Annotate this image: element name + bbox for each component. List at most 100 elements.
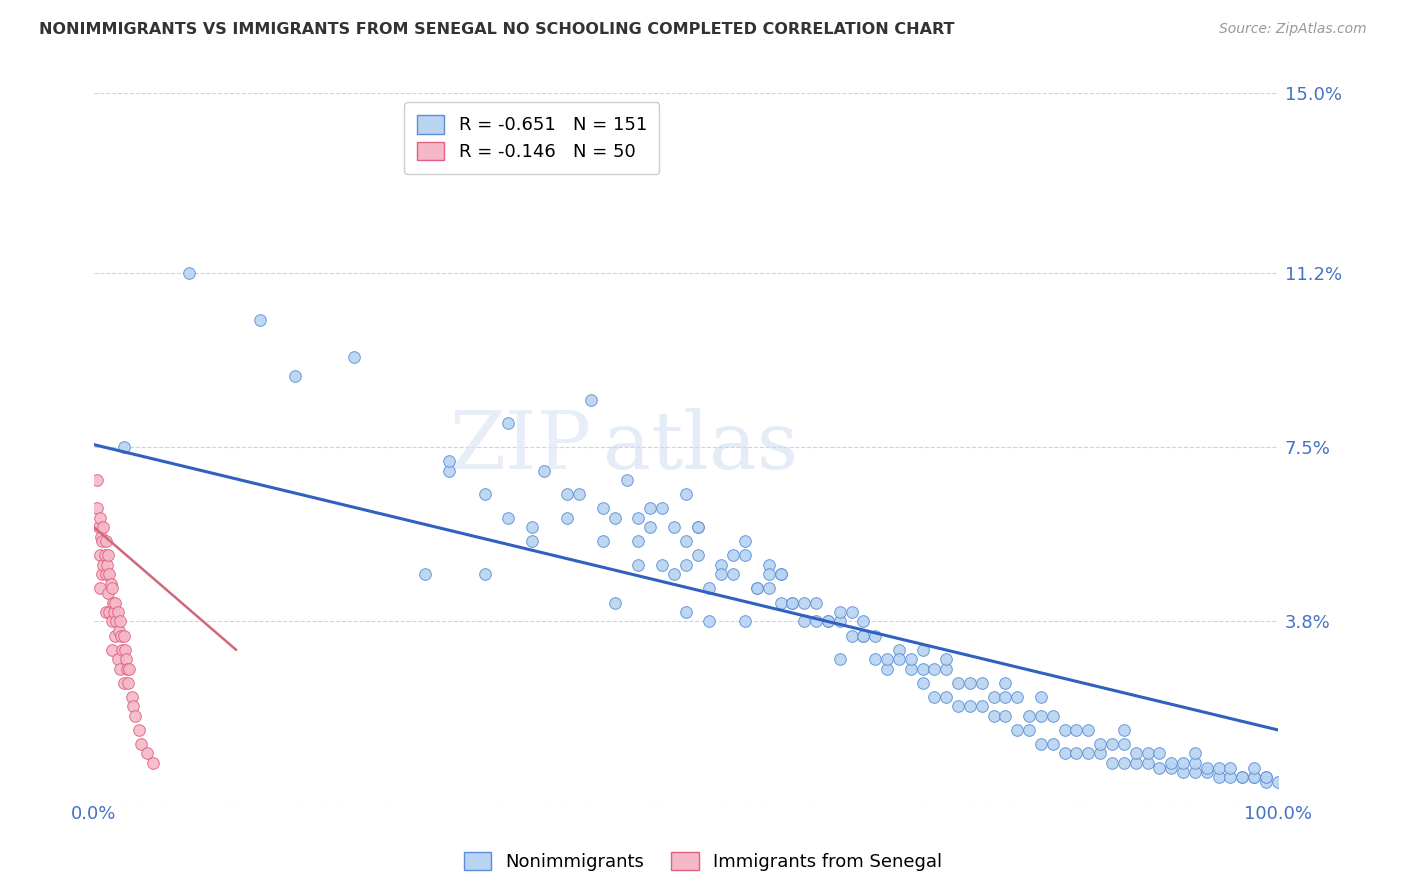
- Point: [129, 737, 152, 751]
- Point: [86, 473, 108, 487]
- Point: [911, 662, 934, 676]
- Point: [959, 699, 981, 714]
- Point: [108, 615, 131, 629]
- Point: [745, 582, 768, 596]
- Point: [249, 312, 271, 326]
- Point: [96, 558, 118, 572]
- Point: [111, 642, 134, 657]
- Point: [1088, 737, 1111, 751]
- Point: [177, 266, 200, 280]
- Point: [782, 596, 804, 610]
- Point: [142, 756, 165, 770]
- Point: [817, 615, 839, 629]
- Point: [1112, 756, 1135, 770]
- Point: [1208, 770, 1230, 784]
- Point: [520, 520, 543, 534]
- Point: [93, 549, 115, 563]
- Point: [1171, 756, 1194, 770]
- Legend: Nonimmigrants, Immigrants from Senegal: Nonimmigrants, Immigrants from Senegal: [457, 845, 949, 879]
- Point: [115, 662, 138, 676]
- Text: ZIP: ZIP: [449, 408, 591, 486]
- Point: [93, 558, 115, 572]
- Point: [104, 629, 127, 643]
- Point: [112, 675, 135, 690]
- Point: [994, 675, 1017, 690]
- Point: [94, 567, 117, 582]
- Point: [1018, 723, 1040, 737]
- Point: [104, 596, 127, 610]
- Point: [675, 487, 697, 501]
- Point: [98, 605, 121, 619]
- Point: [1136, 747, 1159, 761]
- Point: [1160, 756, 1182, 770]
- Text: NONIMMIGRANTS VS IMMIGRANTS FROM SENEGAL NO SCHOOLING COMPLETED CORRELATION CHAR: NONIMMIGRANTS VS IMMIGRANTS FROM SENEGAL…: [39, 22, 955, 37]
- Point: [863, 629, 886, 643]
- Point: [640, 520, 662, 534]
- Point: [1007, 690, 1029, 704]
- Point: [970, 699, 993, 714]
- Point: [105, 615, 128, 629]
- Point: [841, 605, 863, 619]
- Point: [900, 662, 922, 676]
- Point: [710, 567, 733, 582]
- Point: [758, 558, 780, 572]
- Point: [284, 369, 307, 384]
- Point: [710, 558, 733, 572]
- Point: [1149, 761, 1171, 775]
- Point: [1232, 770, 1254, 784]
- Point: [1171, 765, 1194, 780]
- Point: [911, 642, 934, 657]
- Point: [769, 567, 792, 582]
- Point: [568, 487, 591, 501]
- Point: [93, 520, 115, 534]
- Point: [496, 417, 519, 431]
- Point: [627, 510, 650, 524]
- Point: [983, 708, 1005, 723]
- Point: [721, 567, 744, 582]
- Point: [107, 652, 129, 666]
- Point: [627, 558, 650, 572]
- Point: [1254, 774, 1277, 789]
- Point: [87, 520, 110, 534]
- Point: [1267, 774, 1289, 789]
- Point: [1101, 756, 1123, 770]
- Point: [758, 582, 780, 596]
- Point: [91, 567, 114, 582]
- Point: [579, 392, 602, 407]
- Point: [734, 534, 756, 549]
- Point: [112, 629, 135, 643]
- Point: [852, 629, 875, 643]
- Point: [734, 549, 756, 563]
- Point: [994, 708, 1017, 723]
- Point: [924, 662, 946, 676]
- Point: [758, 567, 780, 582]
- Point: [1254, 770, 1277, 784]
- Point: [128, 723, 150, 737]
- Point: [89, 582, 111, 596]
- Point: [1125, 756, 1147, 770]
- Point: [675, 605, 697, 619]
- Point: [1243, 770, 1265, 784]
- Point: [100, 576, 122, 591]
- Point: [804, 596, 827, 610]
- Point: [887, 642, 910, 657]
- Point: [474, 567, 496, 582]
- Point: [100, 615, 122, 629]
- Point: [1243, 770, 1265, 784]
- Point: [900, 652, 922, 666]
- Point: [1184, 747, 1206, 761]
- Point: [946, 699, 969, 714]
- Point: [1112, 723, 1135, 737]
- Point: [876, 652, 898, 666]
- Point: [86, 501, 108, 516]
- Point: [98, 567, 121, 582]
- Point: [828, 615, 851, 629]
- Point: [651, 558, 673, 572]
- Point: [1029, 690, 1052, 704]
- Point: [616, 473, 638, 487]
- Point: [1101, 737, 1123, 751]
- Point: [496, 510, 519, 524]
- Point: [745, 582, 768, 596]
- Point: [112, 440, 135, 454]
- Point: [1232, 770, 1254, 784]
